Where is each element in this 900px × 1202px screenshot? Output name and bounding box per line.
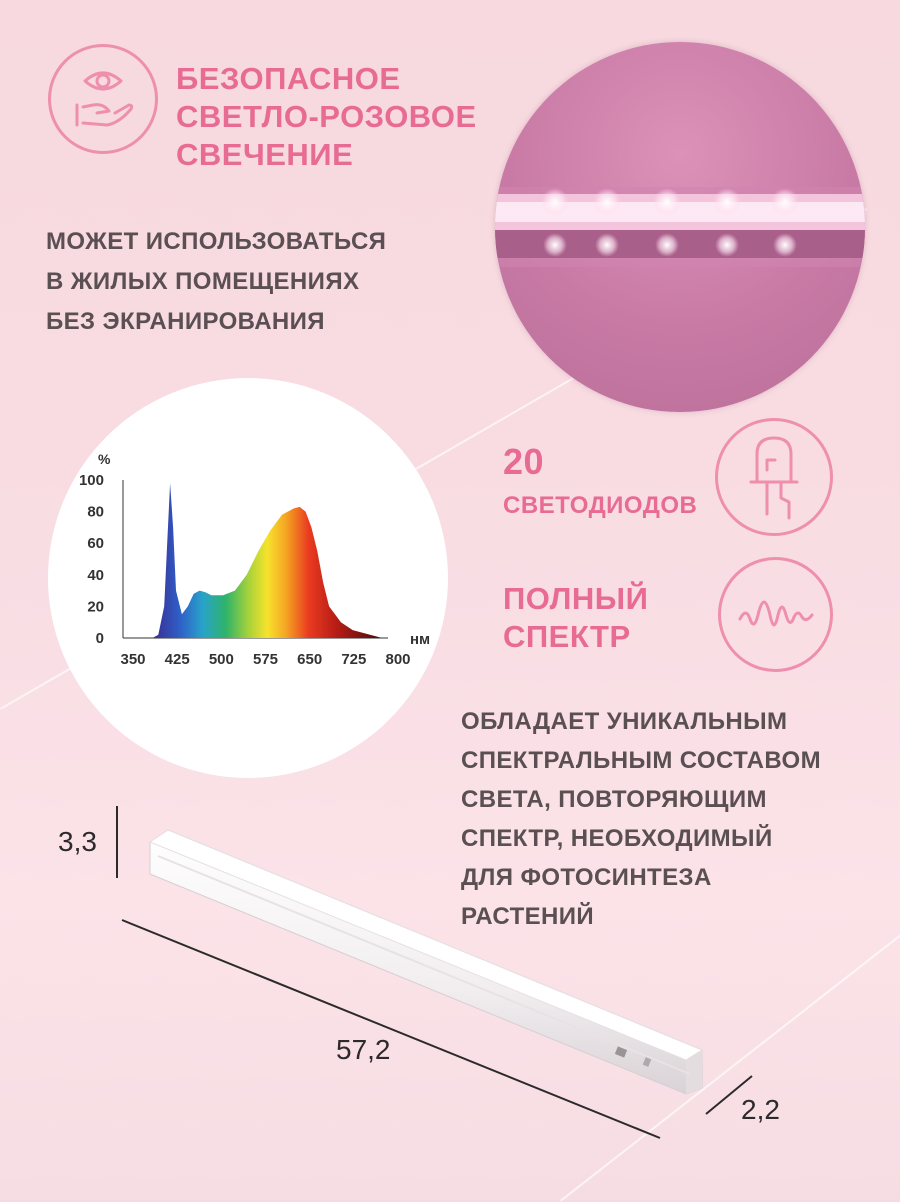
led-strip-illustration xyxy=(495,187,865,267)
lamp-body xyxy=(148,829,704,1095)
led-diode-icon xyxy=(749,436,799,520)
waveform-icon-circle xyxy=(718,557,833,672)
x-tick-label: 425 xyxy=(165,651,190,668)
description-line-3: СВЕТА, ПОВТОРЯЮЩИМ xyxy=(461,786,767,813)
x-tick-label: 800 xyxy=(385,651,410,668)
length-dimension-label: 57,2 xyxy=(336,1034,391,1065)
led-glow-group xyxy=(541,188,799,257)
x-tick-label: 650 xyxy=(297,651,322,668)
y-tick-label: 20 xyxy=(87,598,104,615)
full-spectrum-line-2: СПЕКТР xyxy=(503,619,631,654)
y-tick-labels: 0 20 40 60 80 100 xyxy=(79,472,104,647)
x-tick-label: 575 xyxy=(253,651,278,668)
y-tick-label: 60 xyxy=(87,535,104,552)
full-spectrum-block: ПОЛНЫЙ СПЕКТР xyxy=(503,580,648,656)
y-tick-label: 80 xyxy=(87,504,104,521)
x-tick-labels: 350 425 500 575 650 725 800 xyxy=(120,651,410,668)
safe-glow-heading: БЕЗОПАСНОЕ СВЕТЛО-РОЗОВОЕ СВЕЧЕНИЕ xyxy=(176,60,477,174)
led-strip-photo xyxy=(495,42,865,412)
description-line-6: РАСТЕНИЙ xyxy=(461,903,595,930)
usage-line-3: БЕЗ ЭКРАНИРОВАНИЯ xyxy=(46,308,325,335)
lamp-illustration xyxy=(116,806,753,1139)
length-dimension-line xyxy=(121,919,661,1139)
led-count-number: 20 xyxy=(503,441,545,482)
spectrum-chart: % нм 0 20 40 60 80 100 350 425 500 575 650 725 800 xyxy=(79,451,430,668)
safe-glow-line-3: СВЕЧЕНИЕ xyxy=(176,137,354,172)
led-icon-circle xyxy=(715,418,833,536)
description-line-1: ОБЛАДАЕТ УНИКАЛЬНЫМ xyxy=(461,708,788,735)
x-tick-label: 350 xyxy=(120,651,145,668)
description-line-4: СПЕКТР, НЕОБХОДИМЫЙ xyxy=(461,825,773,852)
y-axis-label: % xyxy=(98,451,111,467)
safe-glow-line-1: БЕЗОПАСНОЕ xyxy=(176,61,401,96)
description-line-5: ДЛЯ ФОТОСИНТЕЗА xyxy=(461,864,712,891)
y-tick-label: 40 xyxy=(87,567,104,584)
full-spectrum-line-1: ПОЛНЫЙ xyxy=(503,581,649,616)
x-tick-label: 725 xyxy=(341,651,366,668)
y-tick-label: 0 xyxy=(96,630,104,647)
usage-line-2: В ЖИЛЫХ ПОМЕЩЕНИЯХ xyxy=(46,268,360,295)
led-count-block: 20 СВЕТОДИОДОВ xyxy=(503,440,697,524)
description-text: ОБЛАДАЕТ УНИКАЛЬНЫМ СПЕКТРАЛЬНЫМ СОСТАВО… xyxy=(461,702,821,936)
led-count-label: СВЕТОДИОДОВ xyxy=(503,492,698,519)
description-line-2: СПЕКТРАЛЬНЫМ СОСТАВОМ xyxy=(461,747,822,774)
depth-dimension-line xyxy=(705,1075,753,1115)
x-axis-label: нм xyxy=(410,631,430,648)
waveform-icon xyxy=(738,600,813,626)
y-tick-label: 100 xyxy=(79,472,104,489)
height-dimension-label: 3,3 xyxy=(58,826,97,857)
x-tick-label: 500 xyxy=(209,651,234,668)
eye-hand-icon xyxy=(75,71,134,127)
safe-glow-icon-circle xyxy=(48,44,158,154)
usage-text: МОЖЕТ ИСПОЛЬЗОВАТЬСЯ В ЖИЛЫХ ПОМЕЩЕНИЯХ … xyxy=(46,222,386,342)
spectrum-area xyxy=(152,483,383,638)
depth-dimension-label: 2,2 xyxy=(741,1094,780,1125)
usage-line-1: МОЖЕТ ИСПОЛЬЗОВАТЬСЯ xyxy=(46,228,387,255)
safe-glow-line-2: СВЕТЛО-РОЗОВОЕ xyxy=(176,99,477,134)
